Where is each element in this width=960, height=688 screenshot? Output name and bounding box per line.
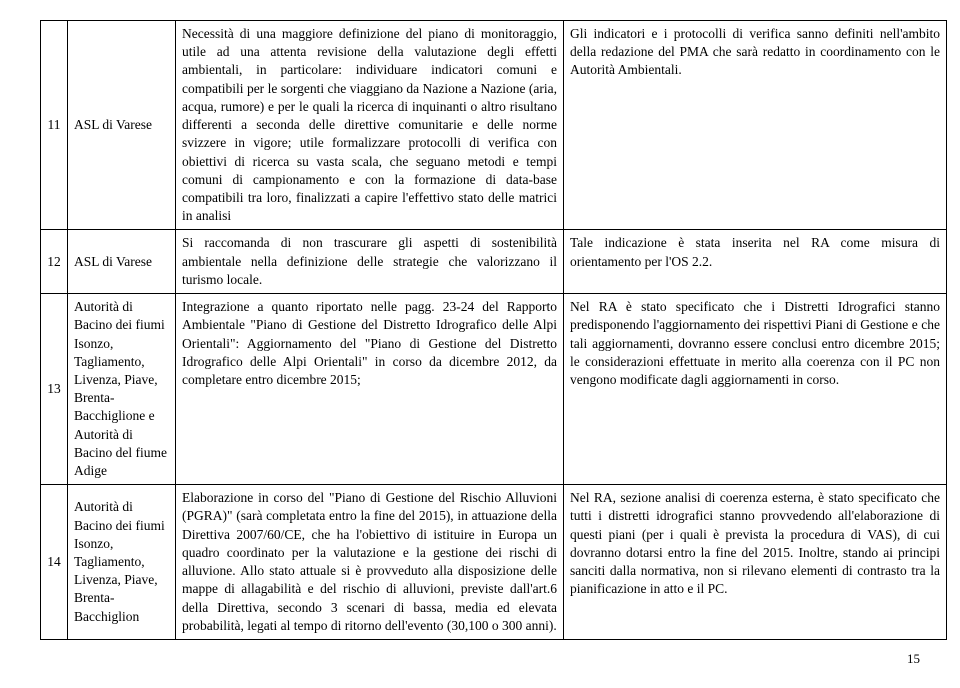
table-row: 11 ASL di Varese Necessità di una maggio… [41,21,947,230]
table-row: 14 Autorità di Bacino dei fiumi Isonzo, … [41,485,947,640]
row-number: 13 [41,294,68,485]
row-entity: Autorità di Bacino dei fiumi Isonzo, Tag… [68,294,176,485]
row-number: 12 [41,230,68,294]
row-response: Nel RA, sezione analisi di coerenza este… [564,485,947,640]
table-row: 12 ASL di Varese Si raccomanda di non tr… [41,230,947,294]
row-entity: ASL di Varese [68,21,176,230]
row-number: 14 [41,485,68,640]
row-entity: ASL di Varese [68,230,176,294]
row-response: Tale indicazione è stata inserita nel RA… [564,230,947,294]
row-observation: Integrazione a quanto riportato nelle pa… [176,294,564,485]
row-number: 11 [41,21,68,230]
page-number: 15 [40,650,920,668]
document-table: 11 ASL di Varese Necessità di una maggio… [40,20,947,640]
row-entity: Autorità di Bacino dei fiumi Isonzo, Tag… [68,485,176,640]
row-observation: Necessità di una maggiore definizione de… [176,21,564,230]
row-response: Gli indicatori e i protocolli di verific… [564,21,947,230]
row-response: Nel RA è stato specificato che i Distret… [564,294,947,485]
table-row: 13 Autorità di Bacino dei fiumi Isonzo, … [41,294,947,485]
row-observation: Si raccomanda di non trascurare gli aspe… [176,230,564,294]
row-observation: Elaborazione in corso del "Piano di Gest… [176,485,564,640]
